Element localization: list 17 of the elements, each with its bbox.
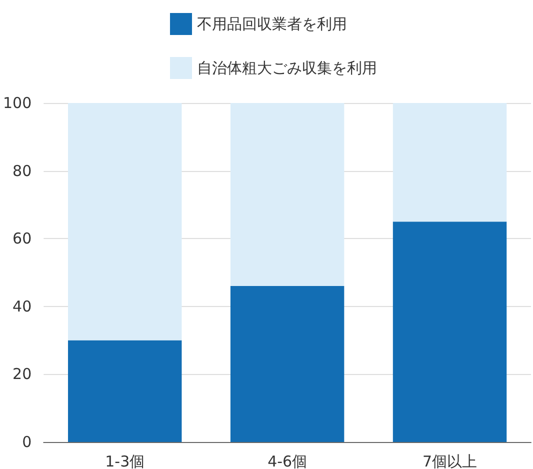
x-tick-label: 7個以上	[422, 452, 478, 469]
bar	[230, 103, 344, 286]
x-tick-label: 4-6個	[268, 452, 308, 469]
legend-label: 不用品回収業者を利用	[197, 15, 347, 33]
y-tick-label: 80	[12, 162, 32, 180]
bar	[68, 103, 182, 340]
bar	[230, 286, 344, 442]
y-tick-label: 100	[2, 94, 32, 112]
y-tick-label: 40	[12, 297, 32, 316]
bar	[392, 103, 507, 222]
y-tick-label: 20	[12, 365, 32, 384]
bar	[392, 222, 507, 442]
bar	[68, 340, 182, 442]
legend-label: 自治体粗大ごみ収集を利用	[197, 59, 377, 77]
x-tick-label: 1-3個	[105, 452, 145, 469]
y-tick-label: 60	[12, 230, 32, 248]
y-tick-label: 0	[22, 433, 32, 451]
